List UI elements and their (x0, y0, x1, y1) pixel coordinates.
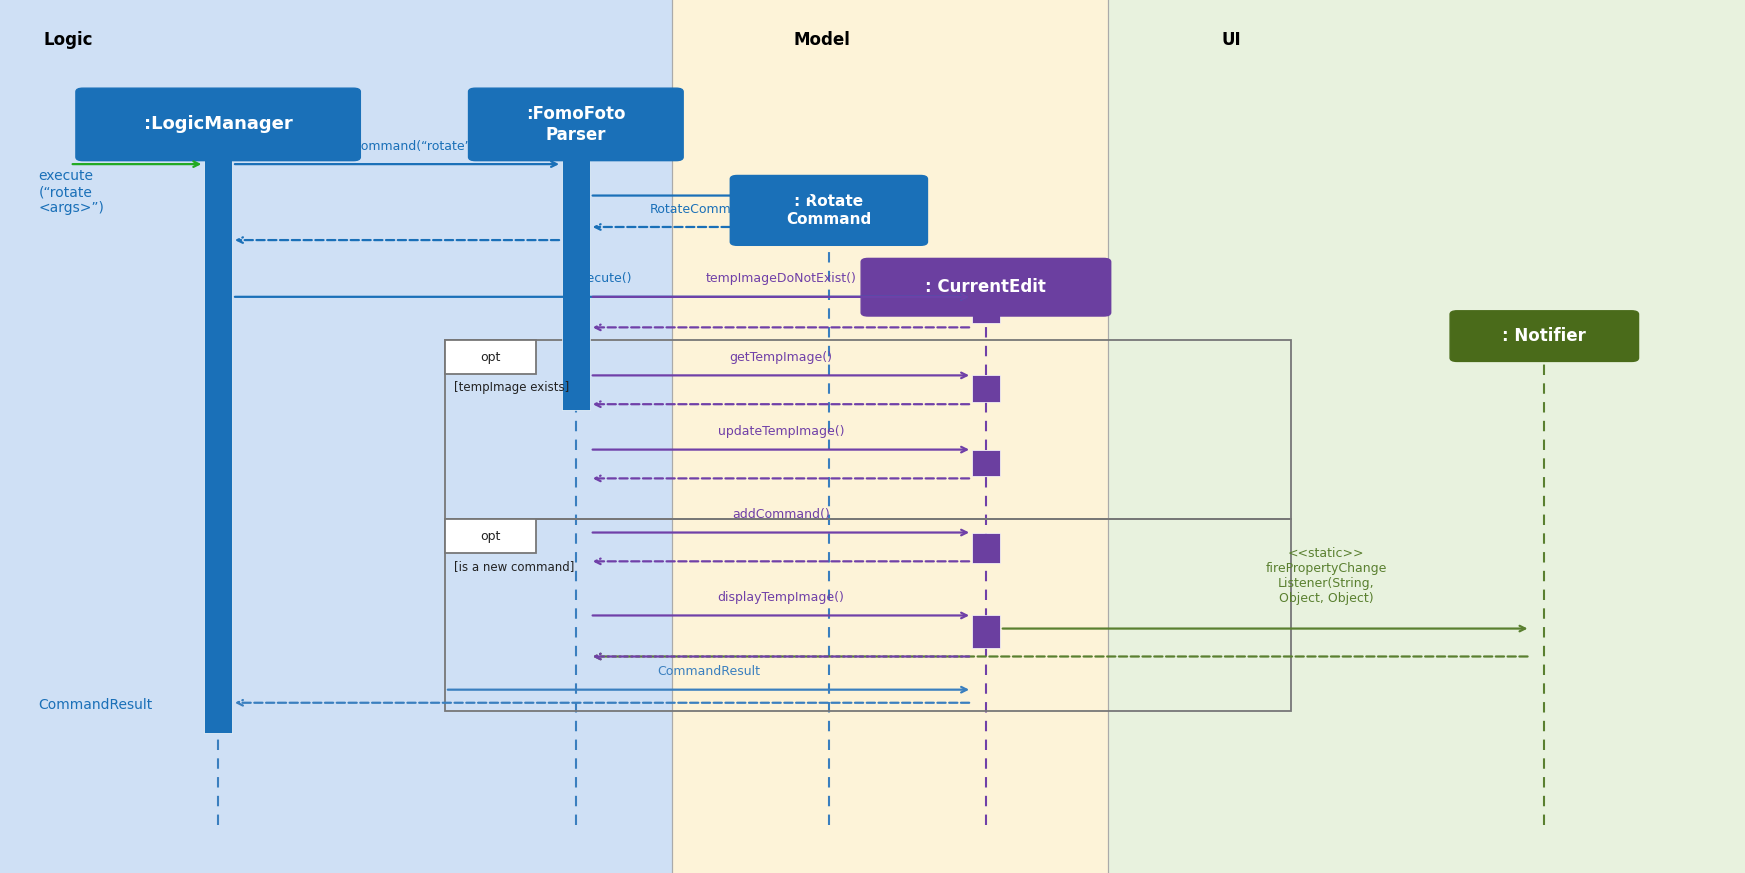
Bar (445, 519, 1291, 711)
Text: :LogicManager: :LogicManager (143, 115, 293, 134)
Bar (972, 297, 1000, 323)
Bar (815, 196, 843, 242)
Text: : Rotate
Command: : Rotate Command (787, 194, 871, 227)
FancyBboxPatch shape (77, 88, 359, 161)
Text: execute
(“rotate
<args>”): execute (“rotate <args>”) (38, 168, 105, 216)
Text: opt: opt (480, 351, 501, 363)
Text: [tempImage exists]: [tempImage exists] (454, 381, 569, 394)
Bar (445, 340, 1291, 519)
Text: tempImageDoNotExist(): tempImageDoNotExist() (705, 272, 857, 285)
FancyBboxPatch shape (468, 88, 682, 161)
Text: CommandResult: CommandResult (38, 698, 152, 712)
Text: getTempImage(): getTempImage() (729, 351, 832, 364)
Bar (1108, 0, 1745, 873)
Text: Logic: Logic (44, 31, 92, 49)
Text: opt: opt (480, 530, 501, 542)
Text: updateTempImage(): updateTempImage() (717, 425, 845, 438)
FancyBboxPatch shape (860, 258, 1110, 316)
Bar (672, 0, 1108, 873)
Text: : Notifier: : Notifier (1502, 327, 1586, 345)
Bar (0, 0, 672, 873)
Text: : CurrentEdit: : CurrentEdit (925, 278, 1047, 296)
Bar (445, 340, 536, 374)
Text: displayTempImage(): displayTempImage() (717, 591, 845, 604)
FancyBboxPatch shape (1450, 311, 1639, 361)
Text: addCommand(): addCommand() (731, 508, 831, 521)
FancyBboxPatch shape (729, 175, 928, 245)
Text: [is a new command]: [is a new command] (454, 560, 574, 573)
Bar (972, 450, 1000, 476)
Text: :FomoFoto
Parser: :FomoFoto Parser (525, 105, 626, 144)
Text: parseCommand(“rotate”): parseCommand(“rotate”) (318, 140, 476, 153)
Bar (445, 519, 536, 553)
Bar (972, 533, 1000, 563)
Bar (972, 375, 1000, 402)
Text: CommandResult: CommandResult (656, 665, 761, 678)
Bar (204, 148, 232, 733)
Text: RotateCommand: RotateCommand (649, 203, 756, 216)
Text: UI: UI (1222, 31, 1241, 49)
Bar (972, 615, 1000, 648)
Text: Model: Model (794, 31, 852, 49)
Text: execute(): execute() (572, 272, 632, 285)
Bar (562, 153, 590, 410)
Text: <<static>>
firePropertyChange
Listener(String,
Object, Object): <<static>> firePropertyChange Listener(S… (1265, 547, 1387, 605)
